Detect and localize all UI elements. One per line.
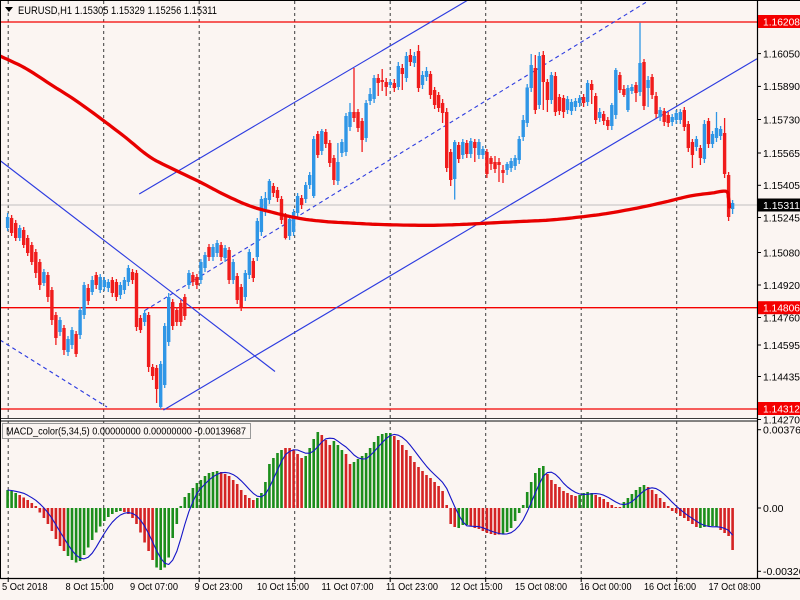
svg-text:1.15890: 1.15890 [763, 81, 800, 93]
svg-text:1.14270: 1.14270 [763, 414, 800, 426]
svg-text:1.14435: 1.14435 [763, 371, 800, 383]
svg-text:1.16050: 1.16050 [763, 48, 800, 60]
svg-text:11 Oct 07:00: 11 Oct 07:00 [322, 581, 374, 593]
svg-text:1.15730: 1.15730 [763, 114, 800, 126]
svg-text:12 Oct 15:00: 12 Oct 15:00 [451, 581, 503, 593]
svg-text:17 Oct 08:00: 17 Oct 08:00 [709, 581, 761, 593]
svg-text:-0.0032600: -0.0032600 [763, 566, 800, 578]
svg-text:1.14920: 1.14920 [763, 280, 800, 292]
svg-text:1.14312: 1.14312 [763, 404, 800, 416]
svg-text:1.16208: 1.16208 [763, 17, 800, 29]
svg-text:0.0037648: 0.0037648 [763, 425, 800, 437]
svg-text:1.15565: 1.15565 [763, 148, 800, 160]
svg-text:9 Oct 07:00: 9 Oct 07:00 [130, 581, 178, 593]
svg-text:16 Oct 16:00: 16 Oct 16:00 [644, 581, 696, 593]
svg-text:16 Oct 00:00: 16 Oct 00:00 [580, 581, 632, 593]
svg-text:1.15405: 1.15405 [763, 180, 800, 192]
svg-text:1.15080: 1.15080 [763, 247, 800, 259]
svg-text:1.14760: 1.14760 [763, 312, 800, 324]
svg-text:1.15311: 1.15311 [763, 200, 800, 212]
svg-text:8 Oct 15:00: 8 Oct 15:00 [66, 581, 114, 593]
svg-text:5 Oct 2018: 5 Oct 2018 [2, 581, 48, 593]
svg-text:1.15245: 1.15245 [763, 212, 800, 224]
svg-text:15 Oct 08:00: 15 Oct 08:00 [515, 581, 567, 593]
svg-text:EURUSD,H1 1.15305 1.15329 1.1: EURUSD,H1 1.15305 1.15329 1.15256 1.1531… [18, 5, 217, 17]
svg-text:MACD_color(5,34,5) 0.00000000: MACD_color(5,34,5) 0.00000000 0.00000000… [6, 426, 246, 438]
svg-text:1.14806: 1.14806 [763, 303, 800, 315]
svg-text:9 Oct 23:00: 9 Oct 23:00 [195, 581, 243, 593]
svg-text:1.14595: 1.14595 [763, 340, 800, 352]
svg-text:0.00: 0.00 [763, 503, 784, 515]
svg-text:10 Oct 15:00: 10 Oct 15:00 [257, 581, 309, 593]
svg-text:11 Oct 23:00: 11 Oct 23:00 [386, 581, 438, 593]
